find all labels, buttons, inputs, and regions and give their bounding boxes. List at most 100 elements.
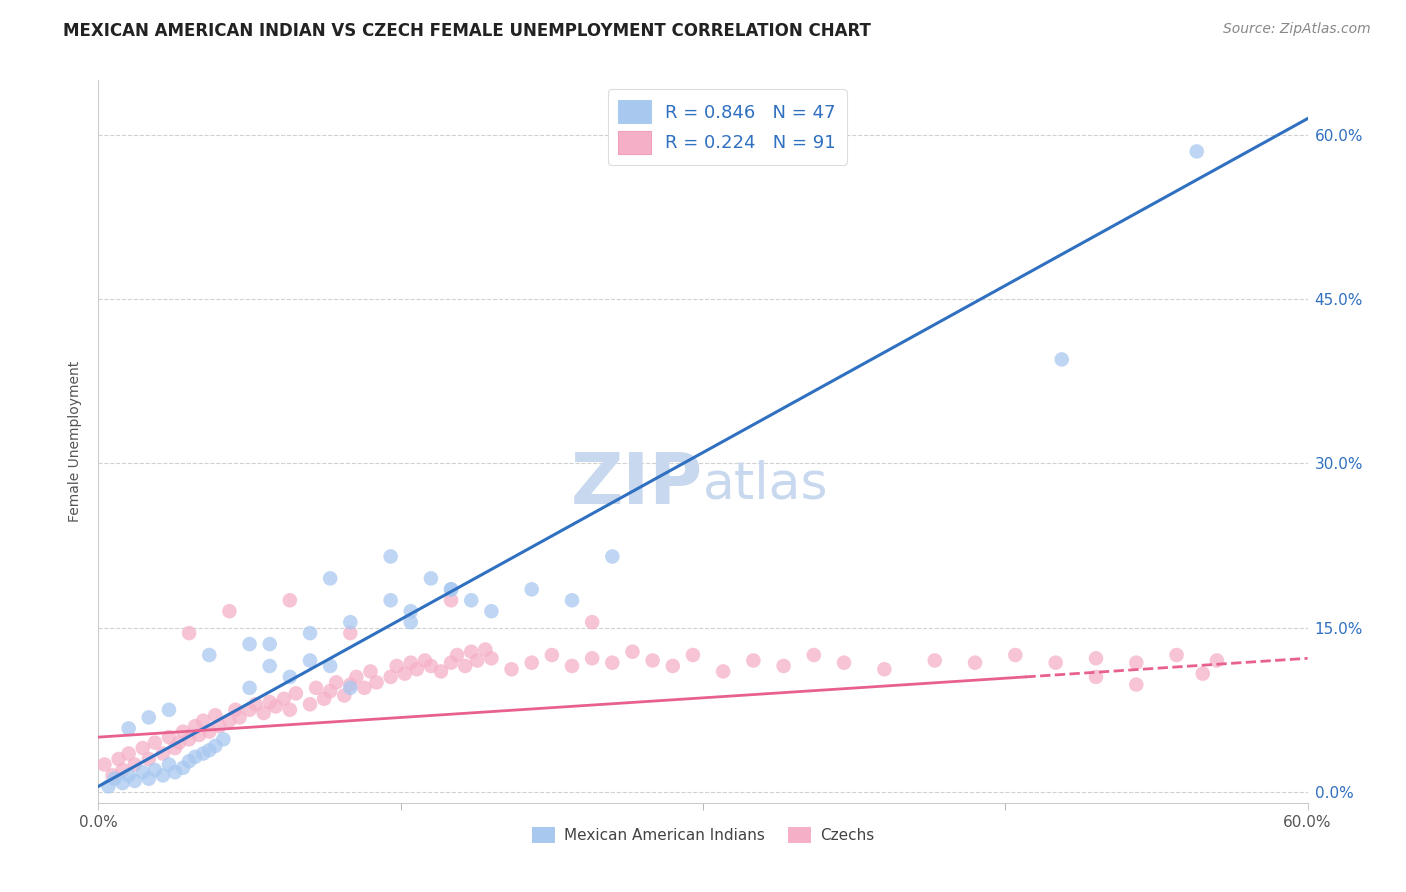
Text: MEXICAN AMERICAN INDIAN VS CZECH FEMALE UNEMPLOYMENT CORRELATION CHART: MEXICAN AMERICAN INDIAN VS CZECH FEMALE … [63, 22, 872, 40]
Point [218, 604, 240, 618]
Point [157, 730, 180, 744]
Point [661, 659, 683, 673]
Point [184, 749, 207, 764]
Text: ZIP: ZIP [571, 450, 703, 519]
Point [465, 653, 488, 667]
Point [965, 656, 987, 670]
Point [1191, 666, 1213, 681]
Point [138, 710, 160, 724]
Point [440, 582, 463, 597]
Point [264, 699, 287, 714]
Point [1085, 651, 1108, 665]
Point [873, 662, 896, 676]
Point [259, 659, 281, 673]
Legend: Mexican American Indians, Czechs: Mexican American Indians, Czechs [526, 822, 880, 849]
Point [93, 757, 115, 772]
Point [319, 571, 342, 585]
Point [405, 662, 427, 676]
Point [319, 659, 342, 673]
Point [339, 626, 361, 640]
Point [385, 659, 408, 673]
Point [193, 714, 215, 728]
Point [103, 772, 125, 786]
Point [832, 656, 855, 670]
Point [460, 645, 482, 659]
Point [124, 757, 146, 772]
Point [212, 732, 235, 747]
Point [1045, 656, 1067, 670]
Point [353, 681, 375, 695]
Point [101, 768, 124, 782]
Point [581, 651, 603, 665]
Point [440, 593, 463, 607]
Point [446, 648, 468, 662]
Point [193, 747, 215, 761]
Point [172, 724, 194, 739]
Point [138, 772, 160, 786]
Point [228, 710, 250, 724]
Point [1085, 670, 1108, 684]
Text: Source: ZipAtlas.com: Source: ZipAtlas.com [1223, 22, 1371, 37]
Point [366, 675, 388, 690]
Point [360, 665, 382, 679]
Point [299, 653, 322, 667]
Point [380, 670, 402, 684]
Point [581, 615, 603, 630]
Point [152, 768, 174, 782]
Point [132, 741, 155, 756]
Point [179, 626, 201, 640]
Point [520, 582, 543, 597]
Point [143, 763, 166, 777]
Point [204, 708, 226, 723]
Point [111, 763, 134, 777]
Point [239, 703, 262, 717]
Point [440, 582, 463, 597]
Point [278, 670, 301, 684]
Point [208, 719, 231, 733]
Point [143, 735, 166, 749]
Point [259, 637, 281, 651]
Point [1185, 145, 1208, 159]
Point [163, 765, 186, 780]
Point [188, 728, 211, 742]
Point [198, 724, 221, 739]
Point [97, 780, 120, 794]
Point [314, 691, 336, 706]
Point [284, 686, 307, 700]
Point [1125, 677, 1147, 691]
Point [118, 722, 141, 736]
Point [157, 703, 180, 717]
Point [1125, 656, 1147, 670]
Point [1050, 352, 1073, 367]
Point [305, 681, 328, 695]
Point [501, 662, 523, 676]
Point [1004, 648, 1026, 662]
Point [167, 735, 190, 749]
Point [339, 677, 361, 691]
Point [481, 651, 503, 665]
Point [399, 604, 422, 618]
Point [711, 665, 734, 679]
Point [124, 773, 146, 788]
Point [339, 681, 361, 695]
Point [602, 656, 624, 670]
Point [218, 714, 240, 728]
Point [420, 571, 443, 585]
Point [152, 747, 174, 761]
Point [118, 747, 141, 761]
Point [380, 593, 402, 607]
Point [682, 648, 704, 662]
Point [299, 698, 322, 712]
Point [520, 656, 543, 670]
Point [394, 666, 416, 681]
Point [454, 659, 477, 673]
Point [172, 761, 194, 775]
Point [118, 768, 141, 782]
Point [924, 653, 946, 667]
Point [184, 719, 207, 733]
Point [602, 549, 624, 564]
Point [481, 604, 503, 618]
Point [420, 659, 443, 673]
Point [138, 752, 160, 766]
Point [621, 645, 644, 659]
